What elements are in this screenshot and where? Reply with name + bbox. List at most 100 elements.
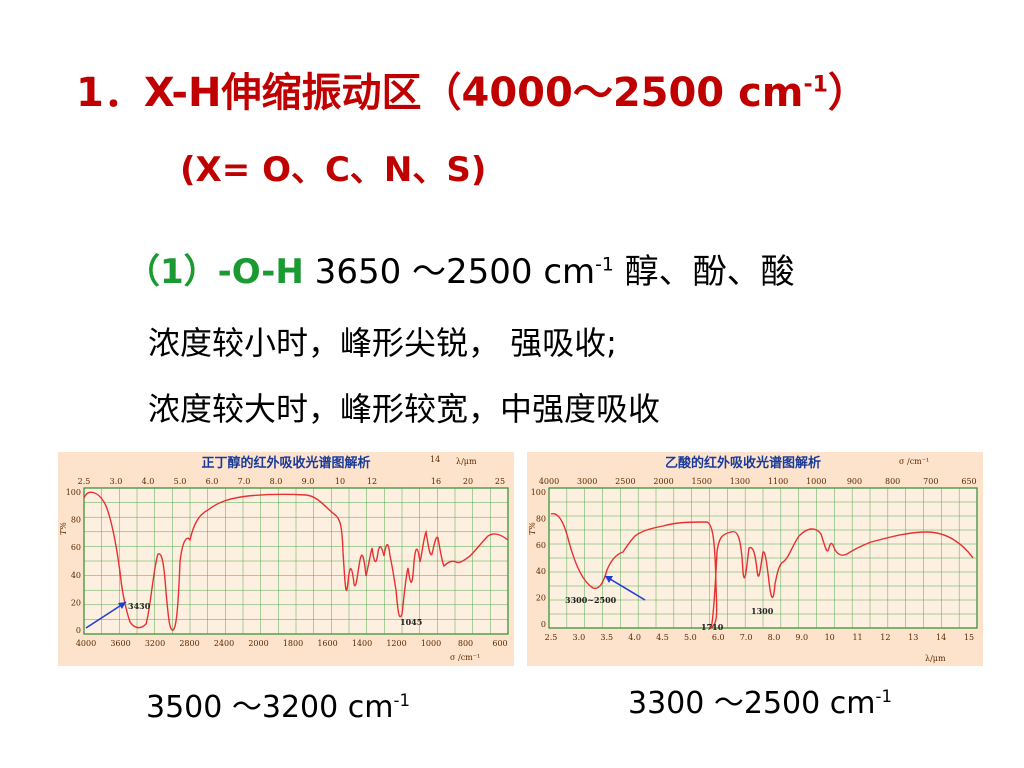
top-tick-label: 12 — [367, 477, 377, 486]
acetic-y-axis-label: T% — [528, 522, 537, 535]
butanol-caption-text: 3500 ～3200 cm — [146, 690, 394, 725]
oh-range-superscript: -1 — [595, 254, 614, 276]
acetic-acid-spectrum-chart: 乙酸的红外吸收光谱图解析 σ /cm⁻¹ 3300~2500 1710 1300… — [528, 455, 978, 663]
acetic-annotation-1710: 1710 — [701, 622, 724, 632]
y-tick-label: 80 — [536, 514, 546, 523]
acetic-grid — [549, 488, 977, 628]
top-tick-label: 8.0 — [270, 477, 283, 486]
top-tick-label: 2.5 — [78, 477, 91, 486]
butanol-top-tick-14: 14 — [430, 455, 440, 464]
top-tick-label: 3000 — [577, 477, 597, 486]
acetic-acid-spectrum-panel: 乙酸的红外吸收光谱图解析 σ /cm⁻¹ 3300~2500 1710 1300… — [527, 452, 983, 666]
bottom-tick-label: 1400 — [352, 639, 372, 648]
acetic-y-ticks: 100 80 60 40 20 0 — [531, 488, 546, 629]
butanol-caption: 3500 ～3200 cm-1 — [146, 682, 410, 726]
y-tick-label: 60 — [536, 541, 546, 550]
bottom-tick-label: 2.5 — [545, 633, 558, 642]
bottom-tick-label: 3.0 — [572, 633, 585, 642]
acetic-top-ticks: 4000 3000 2500 2000 1500 1300 1100 1000 900 800 70… — [539, 477, 977, 486]
butanol-3430-arrowhead — [118, 602, 126, 609]
acetic-annotation-1300: 1300 — [751, 606, 774, 616]
bottom-tick-label: 14 — [936, 633, 946, 642]
title-superscript: -1 — [803, 72, 828, 98]
acetic-bottom-ticks: 2.5 3.0 3.5 4.0 4.5 5.0 6.0 7.0 8.0 9.0 10 11 12 13 14… — [545, 633, 974, 642]
acetic-3300-arrow-line — [604, 575, 646, 601]
high-concentration-note: 浓度较大时，峰形较宽，中强度吸收 — [148, 390, 661, 428]
top-tick-label: 800 — [885, 477, 900, 486]
bottom-tick-label: 9.0 — [795, 633, 808, 642]
y-tick-label: 100 — [531, 488, 546, 497]
butanol-caption-sup: -1 — [393, 691, 410, 710]
y-tick-label: 0 — [541, 620, 546, 629]
title-text: 1．X-H伸缩振动区（4000～2500 cm — [76, 70, 804, 116]
top-tick-label: 9.0 — [302, 477, 315, 486]
y-tick-label: 60 — [71, 543, 81, 552]
bottom-tick-label: 1800 — [283, 639, 303, 648]
butanol-annotation-1045: 1045 — [400, 617, 422, 627]
bottom-tick-label: 4000 — [76, 639, 96, 648]
top-tick-label: 5.0 — [174, 477, 187, 486]
y-tick-label: 20 — [71, 598, 81, 607]
acetic-top-axis-unit: σ /cm⁻¹ — [899, 457, 929, 466]
top-tick-label: 1000 — [806, 477, 826, 486]
butanol-bottom-axis-unit: σ /cm⁻¹ — [450, 653, 480, 662]
butanol-top-axis-unit: λ/μm — [456, 457, 477, 466]
top-tick-label: 4000 — [539, 477, 559, 486]
top-tick-label: 1300 — [730, 477, 750, 486]
top-tick-label: 10 — [335, 477, 345, 486]
top-tick-label: 1100 — [768, 477, 788, 486]
bottom-tick-label: 4.0 — [628, 633, 641, 642]
bottom-tick-label: 3.5 — [600, 633, 613, 642]
top-tick-label: 700 — [923, 477, 938, 486]
bottom-tick-label: 3600 — [110, 639, 130, 648]
butanol-y-ticks: 100 80 60 40 20 0 — [66, 488, 81, 635]
butanol-y-axis-label: T% — [59, 522, 68, 535]
top-tick-label: 1500 — [692, 477, 712, 486]
top-tick-label: 3.0 — [110, 477, 123, 486]
top-tick-label: 6.0 — [206, 477, 219, 486]
bottom-tick-label: 3200 — [145, 639, 165, 648]
acetic-caption: 3300 ～2500 cm-1 — [628, 678, 892, 722]
acetic-3300-arrowhead — [605, 576, 613, 583]
oh-label: （1）-O-H — [126, 252, 304, 292]
bottom-tick-label: 10 — [825, 633, 835, 642]
acetic-acid-plot-area: 3300~2500 1710 1300 — [548, 487, 978, 632]
top-tick-label: 25 — [495, 477, 505, 486]
title-close: ） — [827, 70, 868, 116]
bottom-tick-label: 600 — [492, 639, 507, 648]
top-tick-label: 2000 — [653, 477, 673, 486]
butanol-annotation-3430: 3430 — [128, 601, 151, 611]
acetic-acid-spectrum-title: 乙酸的红外吸收光谱图解析 — [665, 455, 821, 471]
oh-compounds: 醇、酚、酸 — [613, 252, 795, 292]
y-tick-label: 20 — [536, 594, 546, 603]
y-tick-label: 40 — [536, 567, 546, 576]
y-tick-label: 0 — [76, 626, 81, 635]
bottom-tick-label: 6.0 — [712, 633, 725, 642]
butanol-plot-area: 3430 1045 — [83, 487, 509, 635]
y-tick-label: 40 — [71, 571, 81, 580]
bottom-tick-label: 800 — [458, 639, 473, 648]
acetic-caption-text: 3300 ～2500 cm — [628, 686, 876, 721]
butanol-spectrum-title: 正丁醇的红外吸收光谱图解析 — [201, 455, 370, 471]
bottom-tick-label: 11 — [852, 633, 862, 642]
y-tick-label: 80 — [71, 516, 81, 525]
top-tick-label: 7.0 — [238, 477, 251, 486]
top-tick-label: 20 — [463, 477, 473, 486]
top-tick-label: 16 — [431, 477, 441, 486]
bottom-tick-label: 15 — [964, 633, 974, 642]
bottom-tick-label: 7.0 — [740, 633, 753, 642]
slide-subtitle: (X= O、C、N、S) — [180, 150, 487, 190]
bottom-tick-label: 12 — [880, 633, 890, 642]
bottom-tick-label: 1000 — [421, 639, 441, 648]
bottom-tick-label: 1200 — [386, 639, 406, 648]
bottom-tick-label: 13 — [908, 633, 918, 642]
bottom-tick-label: 2000 — [248, 639, 268, 648]
oh-range: 3650 ～2500 cm — [303, 252, 596, 292]
top-tick-label: 650 — [961, 477, 976, 486]
bottom-tick-label: 4.5 — [656, 633, 669, 642]
top-tick-label: 2500 — [615, 477, 635, 486]
y-tick-label: 100 — [66, 488, 81, 497]
bottom-tick-label: 2800 — [179, 639, 199, 648]
bottom-tick-label: 5.0 — [684, 633, 697, 642]
butanol-spectrum-chart: 正丁醇的红外吸收光谱图解析 λ/μm 14 3430 1045 10080604… — [59, 455, 509, 662]
